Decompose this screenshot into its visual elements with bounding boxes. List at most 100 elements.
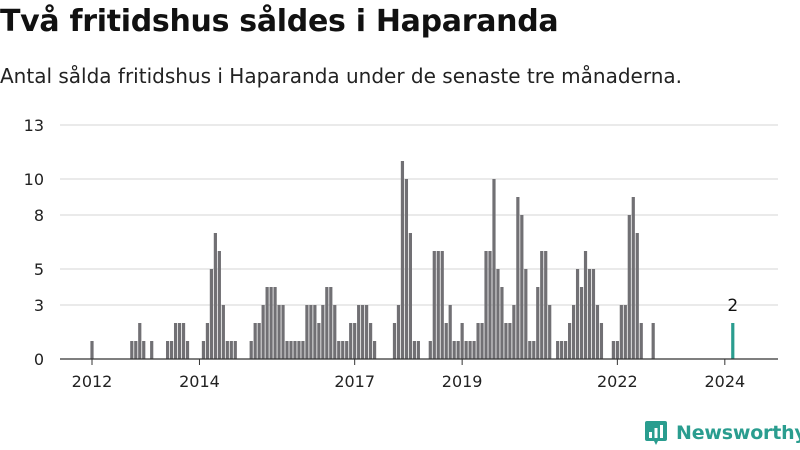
bar xyxy=(305,305,309,359)
bar xyxy=(293,341,297,359)
bar xyxy=(627,215,631,359)
bar xyxy=(444,323,448,359)
bar xyxy=(205,323,210,359)
bar xyxy=(564,341,568,359)
bar xyxy=(173,323,178,359)
bar xyxy=(500,287,504,359)
bar-chart: 0 3 5 8 10 13 2012 2014 2017 2019 2022 2024 2 xyxy=(24,116,778,391)
bar xyxy=(361,305,365,359)
bar xyxy=(524,269,528,359)
bar xyxy=(448,305,452,359)
bar xyxy=(281,305,285,359)
bar xyxy=(512,305,516,359)
x-tick-label: 2014 xyxy=(179,372,220,391)
newsworthy-logo[interactable]: Newsworthy xyxy=(644,420,800,446)
bar xyxy=(599,323,604,359)
bar xyxy=(476,323,480,359)
bar xyxy=(571,305,576,359)
bar xyxy=(412,341,416,359)
bar xyxy=(269,287,273,359)
bar xyxy=(301,341,305,359)
bar xyxy=(221,305,225,359)
bar xyxy=(253,323,257,359)
bar xyxy=(357,305,361,359)
bar xyxy=(277,305,281,359)
bar xyxy=(556,341,560,359)
bar xyxy=(631,197,635,359)
bar xyxy=(341,341,345,359)
bar xyxy=(540,251,544,359)
bar xyxy=(492,179,496,359)
bar xyxy=(233,341,237,359)
bar xyxy=(516,197,520,359)
page-subtitle: Antal sålda fritidshus i Haparanda under… xyxy=(0,64,682,88)
bar xyxy=(611,341,615,359)
annotations: 2 xyxy=(727,296,738,316)
bar xyxy=(209,269,213,359)
y-tick-label: 5 xyxy=(34,260,44,279)
bar xyxy=(285,341,289,359)
bar xyxy=(309,305,313,359)
bar xyxy=(166,341,170,359)
bar xyxy=(587,269,592,359)
bar xyxy=(130,341,134,359)
bar xyxy=(349,323,353,359)
bar xyxy=(456,341,460,359)
bars xyxy=(90,161,735,359)
x-tick-label: 2017 xyxy=(334,372,375,391)
bar xyxy=(468,341,472,359)
bar xyxy=(560,341,564,359)
bar xyxy=(249,341,253,359)
bar xyxy=(548,305,552,359)
bar xyxy=(520,215,524,359)
bar xyxy=(329,287,333,359)
bar xyxy=(225,341,229,359)
bar xyxy=(452,341,456,359)
bar xyxy=(201,341,206,359)
bar xyxy=(536,287,540,359)
bar xyxy=(432,251,436,359)
bar xyxy=(579,287,584,359)
bar xyxy=(229,341,233,359)
bar xyxy=(213,233,217,359)
bar xyxy=(185,341,190,359)
bar xyxy=(428,341,432,359)
bar xyxy=(484,251,488,359)
bar xyxy=(181,323,186,359)
bar xyxy=(595,305,600,359)
x-axis-ticks: 2012 2014 2017 2019 2022 2024 xyxy=(72,359,745,391)
bar xyxy=(404,179,409,359)
page-title: Två fritidshus såldes i Haparanda xyxy=(0,4,559,39)
bar xyxy=(265,287,269,359)
x-tick-label: 2022 xyxy=(597,372,638,391)
y-axis-labels: 0 3 5 8 10 13 xyxy=(24,116,44,369)
bar xyxy=(488,251,492,359)
bar xyxy=(90,341,94,359)
bar xyxy=(134,341,138,359)
brand-name: Newsworthy xyxy=(676,422,800,444)
bar xyxy=(345,341,349,359)
bar xyxy=(170,341,174,359)
bar xyxy=(528,341,532,359)
bar xyxy=(273,287,277,359)
bar xyxy=(337,341,341,359)
bar xyxy=(396,305,401,359)
bar xyxy=(333,305,337,359)
bar xyxy=(496,269,500,359)
bar xyxy=(464,341,468,359)
y-tick-label: 0 xyxy=(34,350,44,369)
bar xyxy=(532,341,536,359)
bar xyxy=(142,341,146,359)
x-tick-label: 2012 xyxy=(72,372,113,391)
x-tick-label: 2024 xyxy=(704,372,745,391)
bar xyxy=(480,323,484,359)
bar xyxy=(544,251,548,359)
bar xyxy=(651,323,655,359)
bar xyxy=(150,341,154,359)
bar xyxy=(261,305,265,359)
bar xyxy=(313,305,317,359)
bar xyxy=(460,323,464,359)
bar xyxy=(369,323,373,359)
bar xyxy=(257,323,261,359)
bar xyxy=(400,161,405,359)
